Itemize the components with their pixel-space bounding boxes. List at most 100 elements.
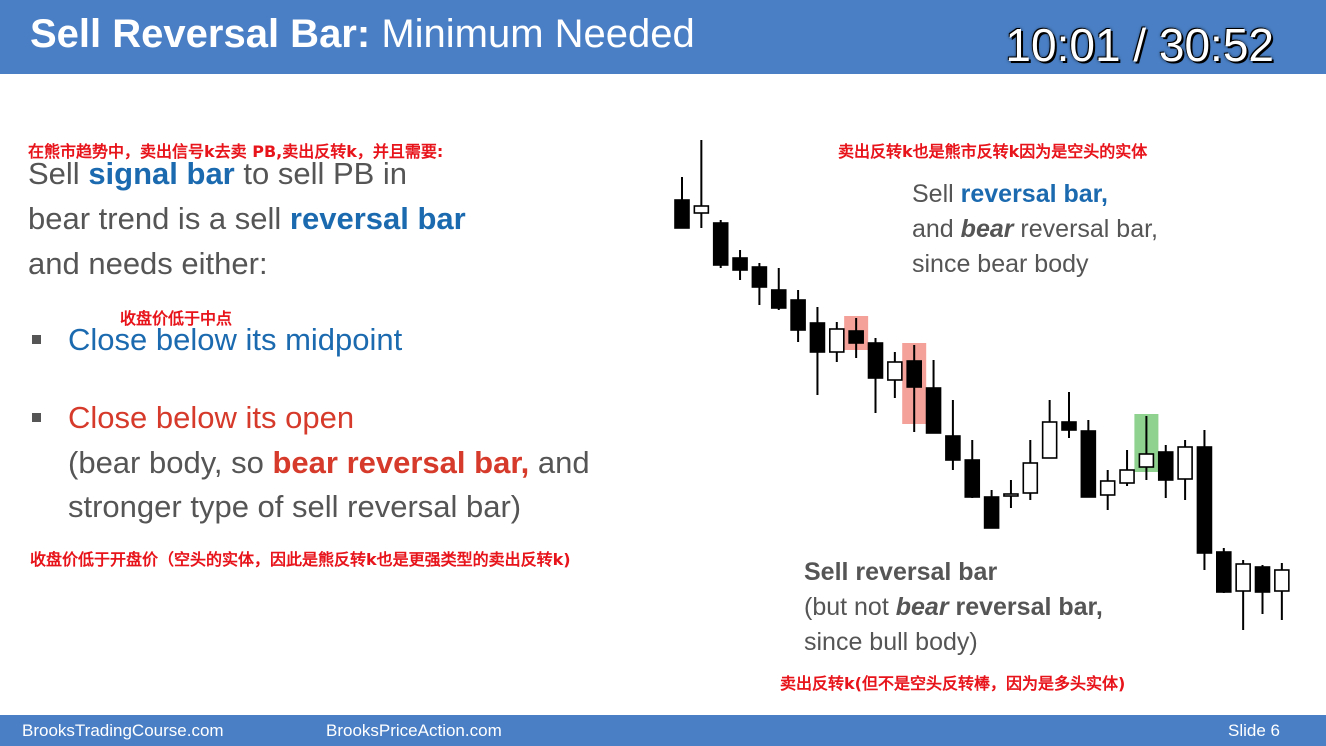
bull-candle-body [1041,421,1058,459]
bear-candle-body [674,199,690,229]
bull-candle-body [829,328,845,353]
bear-term: bear [895,593,949,621]
slide-footer: BrooksTradingCourse.com BrooksPriceActio… [0,715,1326,746]
text-span: reversal bar, [948,593,1103,621]
bull-candle-body [693,205,710,214]
title-rest: Minimum Needed [370,12,695,56]
text-span: bear trend is a sell [28,201,290,236]
candle-22 [1080,420,1097,498]
bull-candle-body [887,361,903,381]
candle-21 [1061,392,1077,438]
candle-15 [945,400,961,470]
bear-candle-body [1157,451,1174,481]
candle-8 [809,307,826,395]
label-bottom-line-1: Sell reversal bar [804,558,998,586]
candle-29 [1215,548,1232,593]
bear-candle-body [964,459,981,498]
label-top-line-3: since bear body [912,250,1089,278]
candle-30 [1235,560,1251,630]
bull-candle-body [1022,462,1039,494]
candle-5 [751,263,768,305]
bullet-open-line-3: stronger type of sell reversal bar) [68,489,522,524]
bull-candle-body [1235,563,1251,592]
bear-candle-body [809,322,826,353]
candle-17 [983,490,1000,529]
bear-candle-body [848,330,864,344]
candle-12 [887,352,903,398]
bear-candle-body [1215,551,1232,593]
candlestick-chart [674,140,1290,630]
text-span: (bear body, so [68,445,273,480]
footer-link-brooks-trading-course[interactable]: BrooksTradingCourse.com [22,721,224,740]
candle-6 [770,268,787,310]
video-timer: 10:01 / 30:52 [1005,19,1274,71]
candle-24 [1119,450,1135,486]
text-span: (but not [804,593,896,621]
bear-candle-body [1061,421,1077,431]
bullet-marker [32,413,41,422]
candle-7 [790,290,806,342]
cn-annotation-top-right: 卖出反转k也是熊市反转k因为是空头的实体 [838,142,1148,161]
slide-title: Sell Reversal Bar: Minimum Needed [30,12,695,57]
text-span: Sell [28,156,89,191]
main-text-line-3: and needs either: [28,246,268,281]
bull-candle-body [1274,569,1290,592]
bear-candle-body [1196,446,1213,554]
bear-candle-body [925,387,942,434]
bear-candle-body [906,360,922,388]
candle-31 [1254,565,1271,614]
footer-link-brooks-price-action[interactable]: BrooksPriceAction.com [326,721,502,740]
candle-16 [964,440,981,498]
text-span: and [529,445,590,480]
cn-annotation-bottom-right: 卖出反转k(但不是空头反转棒，因为是多头实体) [780,674,1126,693]
bullet-open: Close below its open [68,400,355,435]
bull-candle-body [1119,469,1135,484]
candle-4 [732,250,748,280]
label-top-line-2: and bear reversal bar, [912,215,1158,244]
bull-candle-body [1099,480,1116,496]
bullet-midpoint: Close below its midpoint [68,322,403,357]
label-bottom-line-3: since bull body) [804,628,978,656]
bear-reversal-bar-term: bear reversal bar, [272,445,530,480]
candle-25 [1138,416,1155,480]
bullet-marker [32,335,41,344]
bear-candle-body [1080,430,1097,498]
main-text-line-1: Sell signal bar to sell PB in [28,156,407,192]
candle-20 [1041,400,1058,459]
candle-10 [848,318,864,358]
slide-number: Slide 6 [1228,721,1280,740]
bull-candle-body [1003,493,1019,497]
bear-candle-body [945,435,961,461]
bear-candle-body [790,299,806,331]
bear-candle-body [983,496,1000,529]
candle-26 [1157,445,1174,498]
bullet-open-line-2: (bear body, so bear reversal bar, and [68,445,590,481]
candle-13 [906,345,922,432]
cn-annotation-open: 收盘价低于开盘价（空头的实体，因此是熊反转k也是更强类型的卖出反转k) [30,550,571,569]
bear-term: bear [960,215,1014,243]
title-bold: Sell Reversal Bar: [30,12,371,56]
candle-2 [693,140,710,228]
candle-18 [1003,480,1019,508]
bull-candle-body [1138,453,1155,468]
candle-28 [1196,430,1213,570]
bear-candle-body [770,289,787,309]
text-span: Sell [912,180,961,208]
candle-14 [925,360,942,434]
candle-27 [1177,440,1193,500]
candle-9 [829,322,845,362]
text-span: to sell PB in [234,156,408,191]
cn-annotation-top-left: 在熊市趋势中，卖出信号k去卖 PB,卖出反转k，并且需要: [28,142,444,161]
candle-19 [1022,440,1039,500]
label-top-line-1: Sell reversal bar, [912,180,1108,209]
bear-candle-body [867,342,884,379]
candle-11 [867,338,884,413]
candle-32 [1274,563,1290,620]
bull-candle-body [1177,446,1193,480]
reversal-bar-term: reversal bar, [960,180,1108,208]
main-text-line-2: bear trend is a sell reversal bar [28,201,466,237]
slide-header: Sell Reversal Bar: Minimum Needed 10:01 … [0,0,1326,74]
signal-bar-term: signal bar [88,156,235,191]
label-bottom-line-2: (but not bear reversal bar, [804,593,1103,622]
bear-candle-body [1254,566,1271,593]
